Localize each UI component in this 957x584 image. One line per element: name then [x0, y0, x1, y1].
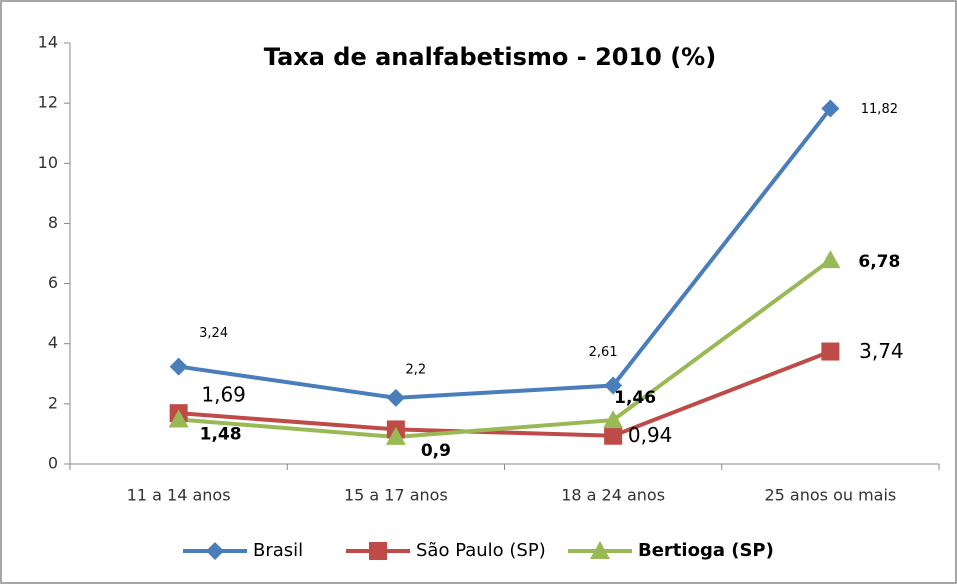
marker: [590, 541, 610, 559]
marker: [168, 409, 189, 428]
chart-title: Taxa de analfabetismo - 2010 (%): [264, 43, 716, 71]
marker: [603, 410, 624, 429]
legend-label: São Paulo (SP): [416, 540, 546, 561]
x-tick-label: 18 a 24 anos: [561, 486, 665, 505]
data-label: 1,46: [614, 388, 656, 408]
data-label: 3,24: [199, 326, 228, 341]
marker: [604, 426, 623, 445]
marker: [821, 99, 840, 118]
data-label: 0,9: [421, 441, 451, 461]
marker: [820, 250, 841, 269]
y-tick-label: 8: [48, 213, 58, 232]
data-label: 3,74: [859, 339, 904, 363]
y-tick-label: 4: [48, 333, 58, 352]
marker: [386, 388, 405, 407]
x-tick-label: 11 a 14 anos: [127, 486, 231, 505]
marker: [169, 357, 188, 376]
marker: [385, 426, 406, 445]
series-line: [178, 107, 832, 400]
data-label: 0,94: [628, 423, 673, 447]
data-label: 2,61: [589, 345, 618, 360]
series-line: [178, 349, 832, 438]
data-label: 11,82: [861, 102, 898, 117]
x-tick-label: 25 anos ou mais: [764, 486, 896, 505]
legend-label: Bertioga (SP): [638, 540, 774, 561]
legend-label: Brasil: [253, 540, 303, 561]
series-line: [178, 258, 832, 439]
marker: [821, 342, 840, 361]
y-tick-label: 6: [48, 273, 58, 292]
marker: [369, 542, 387, 560]
y-tick-label: 2: [48, 393, 58, 412]
y-tick-label: 0: [48, 454, 58, 473]
data-label: 1,69: [201, 383, 246, 407]
data-label: 1,48: [200, 424, 242, 444]
data-label: 2,2: [406, 362, 427, 377]
y-tick-label: 10: [38, 153, 58, 172]
data-label: 6,78: [858, 252, 900, 272]
y-tick-label: 14: [38, 33, 58, 52]
x-tick-label: 15 a 17 anos: [344, 486, 448, 505]
marker: [604, 376, 623, 395]
y-tick-label: 12: [38, 93, 58, 112]
marker: [206, 542, 224, 560]
